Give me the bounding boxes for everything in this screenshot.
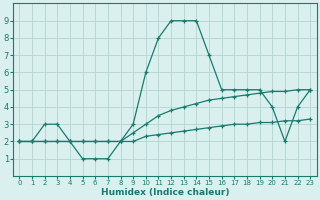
X-axis label: Humidex (Indice chaleur): Humidex (Indice chaleur) [100, 188, 229, 197]
